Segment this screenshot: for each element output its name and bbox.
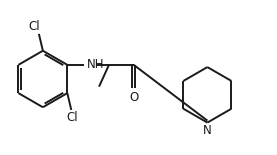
- Text: N: N: [203, 124, 212, 137]
- Text: NH: NH: [87, 58, 105, 71]
- Text: Cl: Cl: [66, 111, 78, 124]
- Text: O: O: [129, 91, 138, 104]
- Text: Cl: Cl: [28, 20, 40, 33]
